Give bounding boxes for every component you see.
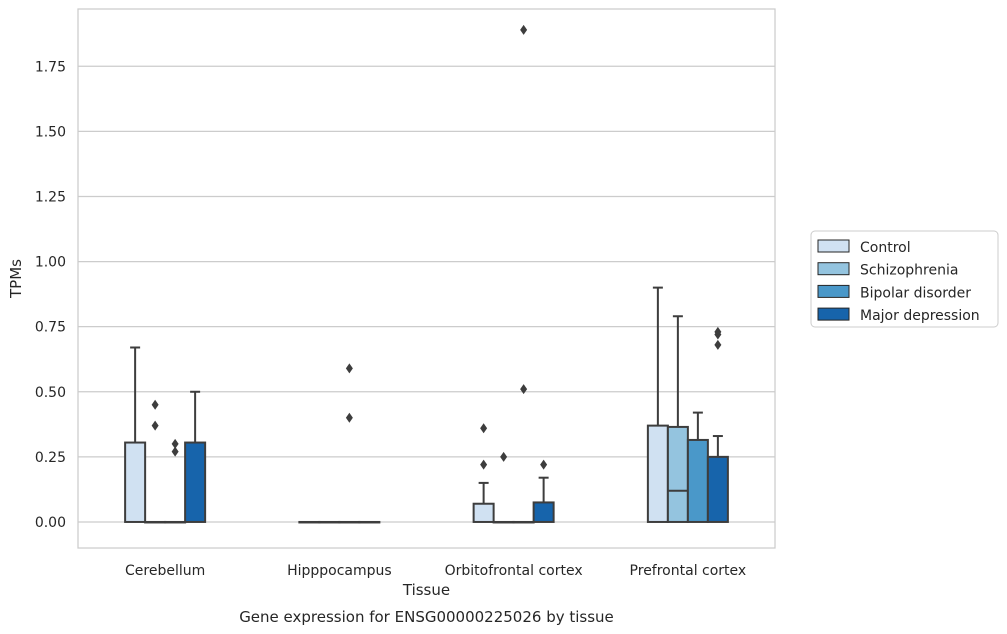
legend-frame (810, 230, 999, 328)
outlier-point (500, 451, 508, 462)
legend-swatch (817, 262, 850, 276)
legend-label: Major depression (860, 308, 980, 324)
legend-item: Schizophrenia (817, 262, 958, 279)
box (338, 520, 361, 524)
outlier-point (520, 384, 528, 395)
box (184, 441, 207, 523)
box (472, 502, 495, 523)
outlier-point (151, 420, 159, 431)
y-tick-label: 1.00 (35, 255, 66, 271)
outlier-point (171, 438, 179, 449)
box (358, 520, 381, 524)
outlier-point (171, 446, 179, 457)
box (646, 424, 669, 523)
box (492, 520, 515, 524)
y-axis-label: TPMs (7, 259, 25, 299)
outlier-point (345, 412, 353, 423)
x-tick-label: Prefrontal cortex (630, 563, 747, 579)
box (144, 520, 167, 524)
box (666, 425, 689, 523)
y-tick-label: 1.75 (35, 59, 66, 75)
x-axis-label: Tissue (402, 581, 450, 599)
legend: Control Schizophrenia Bipolar disorder Majo… (810, 230, 999, 328)
legend-item: Major depression (817, 307, 980, 324)
x-tick-labels: Cerebellum Hipppocampus Orbitofrontal cort… (125, 563, 746, 579)
outlier-point (345, 363, 353, 374)
box (532, 501, 555, 523)
box (298, 520, 321, 524)
x-tick-label: Hipppocampus (287, 563, 392, 579)
y-tick-label: 1.25 (35, 189, 66, 205)
y-tick-label: 0.50 (35, 385, 66, 401)
outlier-point (520, 24, 528, 35)
legend-label: Schizophrenia (860, 263, 958, 279)
outlier-point (540, 459, 548, 470)
chart-caption: Gene expression for ENSG00000225026 by t… (239, 608, 614, 626)
box (124, 441, 147, 523)
legend-swatch (817, 307, 850, 321)
box (512, 520, 535, 524)
box-group (646, 286, 729, 523)
legend-item: Bipolar disorder (817, 284, 971, 301)
x-tick-label: Cerebellum (125, 563, 205, 579)
box (164, 520, 187, 524)
x-tick-label: Orbitofrontal cortex (445, 563, 583, 579)
box-group (472, 24, 555, 524)
legend-swatch (817, 239, 850, 253)
plot-area-frame (77, 8, 776, 549)
y-tick-label: 0.25 (35, 450, 66, 466)
box-group (298, 363, 381, 524)
outlier-point (151, 399, 159, 410)
box (318, 520, 341, 524)
y-tick-label: 0.00 (35, 515, 66, 531)
y-tick-label: 0.75 (35, 320, 66, 336)
legend-label: Bipolar disorder (860, 285, 971, 301)
box-group (124, 346, 207, 524)
legend-swatch (817, 284, 850, 298)
y-tick-labels: 0.00 0.25 0.50 0.75 1.00 1.25 1.50 1.75 (35, 59, 66, 531)
legend-label: Control (860, 240, 911, 256)
outlier-point (480, 459, 488, 470)
box-groups (124, 24, 729, 524)
outlier-point (480, 423, 488, 434)
legend-item: Control (817, 239, 911, 256)
y-tick-label: 1.50 (35, 124, 66, 140)
outlier-point (714, 339, 722, 350)
box (706, 455, 729, 523)
box (686, 438, 709, 523)
outlier-point (714, 329, 722, 340)
